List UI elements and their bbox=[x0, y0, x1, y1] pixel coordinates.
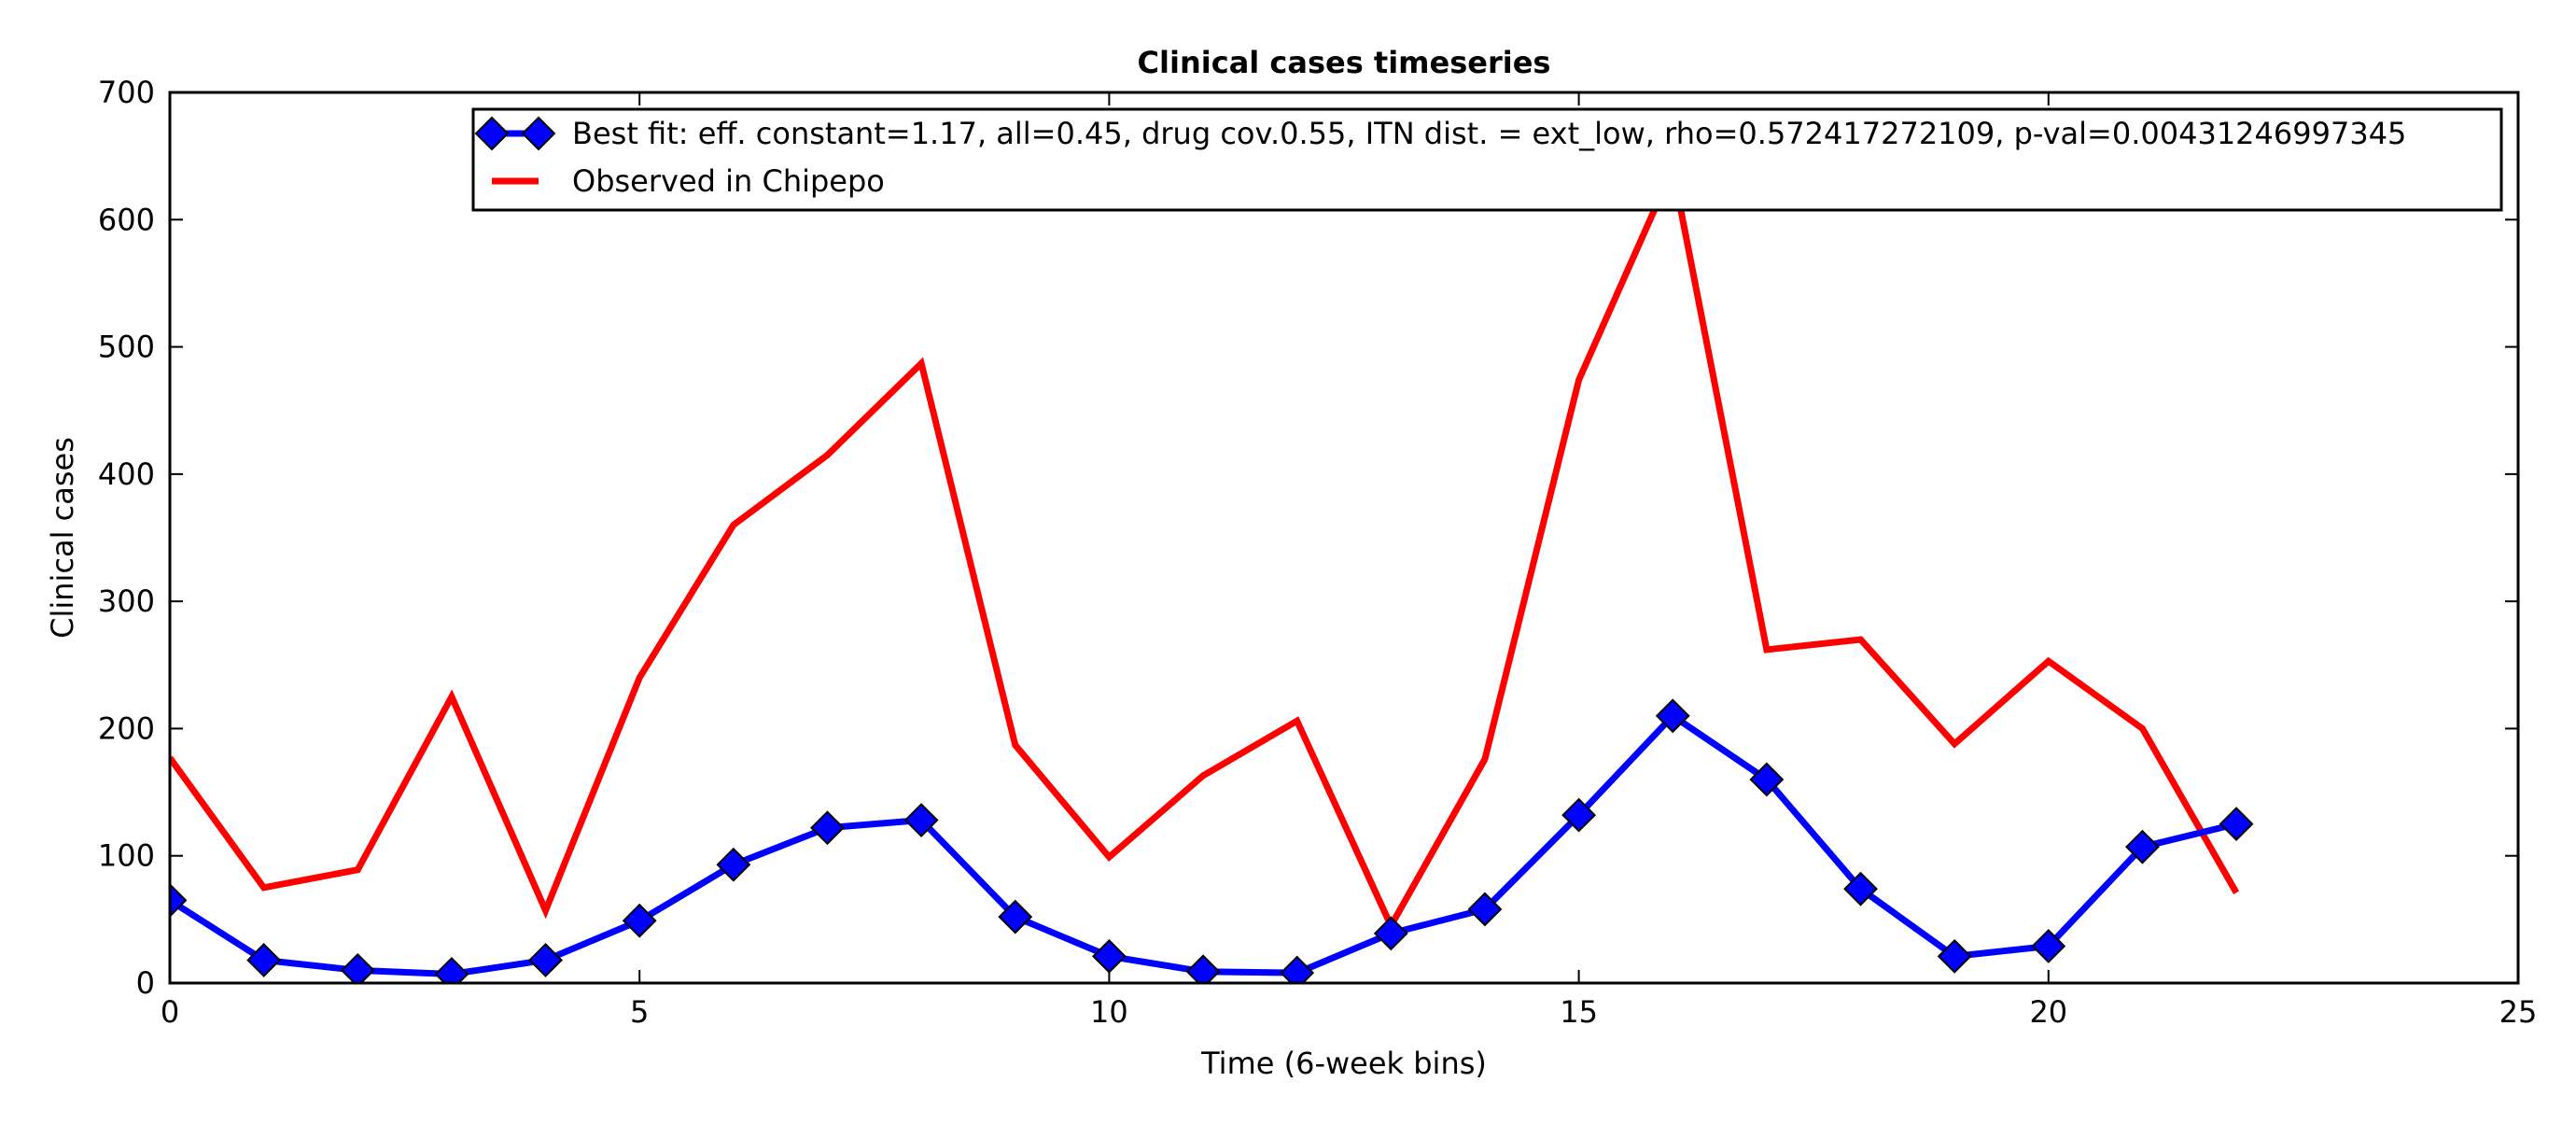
y-tick-label: 500 bbox=[98, 330, 155, 365]
legend-items: Best fit: eff. constant=1.17, all=0.45, … bbox=[474, 116, 2406, 199]
y-tick-label: 400 bbox=[98, 457, 155, 492]
legend-label: Observed in Chipepo bbox=[572, 163, 885, 199]
legend-marker bbox=[474, 116, 510, 151]
x-tick-label: 0 bbox=[161, 994, 179, 1030]
data-point bbox=[1185, 954, 1221, 983]
data-point bbox=[998, 899, 1033, 934]
legend-box bbox=[471, 107, 2503, 212]
data-point bbox=[1467, 892, 1503, 927]
y-tick-label: 300 bbox=[98, 583, 155, 619]
x-tick-label: 10 bbox=[1090, 994, 1128, 1030]
data-point bbox=[2031, 929, 2066, 963]
series-layer bbox=[170, 158, 2254, 983]
plot-frame bbox=[168, 91, 2520, 985]
y-tick-label: 200 bbox=[98, 710, 155, 746]
data-point bbox=[246, 943, 282, 977]
data-point bbox=[2125, 829, 2160, 864]
data-point bbox=[1280, 955, 1315, 983]
series-best-fit bbox=[170, 698, 2254, 983]
data-point bbox=[170, 883, 188, 918]
y-tick-label: 0 bbox=[136, 965, 155, 1001]
y-tick-label: 100 bbox=[98, 838, 155, 874]
data-point bbox=[528, 943, 563, 977]
x-tick-label: 25 bbox=[2499, 994, 2538, 1030]
legend: Best fit: eff. constant=1.17, all=0.45, … bbox=[471, 107, 2503, 212]
data-point bbox=[622, 903, 657, 938]
data-point bbox=[1937, 938, 1972, 974]
ticks-layer: 0 5 10 15 20 25 0 100 200 300 400 500 600 700 bbox=[98, 75, 2537, 1030]
data-point bbox=[810, 810, 845, 846]
chart-title: Clinical cases timeseries bbox=[1138, 45, 1551, 80]
x-tick-label: 5 bbox=[630, 994, 649, 1030]
y-tick-label: 700 bbox=[98, 75, 155, 110]
x-axis-label: Time (6-week bins) bbox=[1200, 1046, 1487, 1081]
legend-label: Best fit: eff. constant=1.17, all=0.45, … bbox=[572, 116, 2406, 151]
data-point bbox=[2219, 807, 2254, 842]
data-point bbox=[340, 952, 375, 983]
data-point bbox=[1561, 797, 1597, 833]
data-point bbox=[1655, 698, 1690, 734]
y-tick-label: 600 bbox=[98, 202, 155, 237]
data-point bbox=[1749, 762, 1785, 797]
series-line bbox=[170, 158, 2240, 934]
y-axis-label: Clinical cases bbox=[45, 437, 80, 639]
x-tick-label: 20 bbox=[2029, 994, 2067, 1030]
x-tick-label: 15 bbox=[1560, 994, 1598, 1030]
data-point bbox=[1843, 871, 1878, 906]
plot-area bbox=[170, 92, 2518, 983]
data-point bbox=[1373, 916, 1408, 951]
data-point bbox=[903, 803, 939, 837]
data-point bbox=[434, 957, 469, 983]
data-point bbox=[716, 847, 751, 882]
legend-marker bbox=[521, 116, 556, 151]
series-observed bbox=[170, 158, 2240, 934]
